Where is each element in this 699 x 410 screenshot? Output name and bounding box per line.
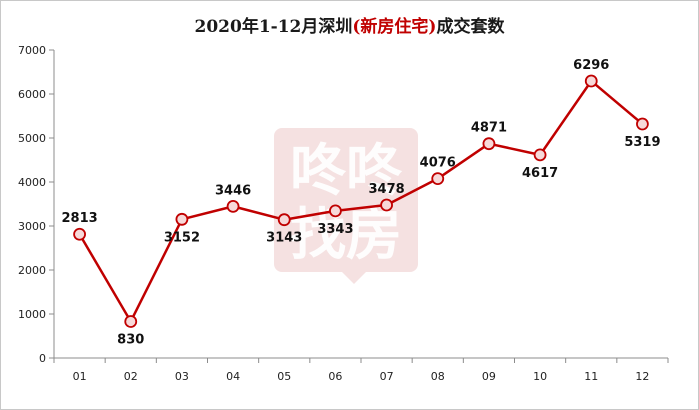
x-tick-label: 12 — [635, 370, 649, 383]
y-tick-label: 3000 — [18, 220, 46, 233]
data-point-08 — [431, 172, 445, 186]
title-prefix: 2020年1-12月深圳 — [194, 17, 353, 37]
x-tick-label: 08 — [431, 370, 445, 383]
data-label-06: 3343 — [317, 222, 353, 237]
x-tick-label: 11 — [584, 370, 598, 383]
y-tick-label: 4000 — [18, 176, 46, 189]
data-label-05: 3143 — [266, 231, 302, 246]
data-point-06 — [329, 204, 342, 218]
x-tick-label: 01 — [73, 370, 87, 383]
title-highlight: (新房住宅) — [352, 17, 437, 37]
y-tick-label: 7000 — [18, 44, 46, 57]
data-label-01: 2813 — [61, 211, 97, 226]
data-point-10 — [533, 148, 547, 162]
series-line — [78, 79, 644, 323]
data-point-05 — [277, 213, 291, 227]
x-tick-label: 07 — [380, 370, 394, 383]
data-point-04 — [226, 199, 240, 213]
y-tick-label: 2000 — [18, 264, 46, 277]
x-tick-label: 03 — [175, 370, 189, 383]
data-label-04: 3446 — [215, 183, 251, 198]
chart-title: 2020年1-12月深圳(新房住宅)成交套数 — [0, 12, 699, 37]
x-tick-label: 02 — [124, 370, 138, 383]
series-markers — [73, 74, 649, 328]
x-axis-ticks: 01 02 03 04 05 06 07 08 09 10 11 12 — [53, 358, 669, 383]
data-point-01 — [73, 227, 86, 241]
data-point-12 — [636, 117, 649, 131]
x-tick-label: 04 — [226, 370, 240, 383]
watermark-logo: 咚咚 找房 — [274, 128, 418, 284]
x-tick-label: 10 — [533, 370, 547, 383]
data-label-02: 830 — [117, 332, 144, 347]
data-point-02 — [124, 315, 138, 328]
data-point-03 — [175, 212, 189, 226]
data-label-10: 4617 — [522, 166, 558, 181]
data-label-07: 3478 — [368, 182, 404, 197]
y-axis-ticks: 0 1000 2000 3000 4000 5000 6000 7000 — [18, 44, 54, 365]
watermark-line2: 找房 — [290, 203, 402, 268]
data-label-11: 6296 — [573, 58, 609, 73]
y-tick-label: 5000 — [18, 132, 46, 145]
y-tick-label: 0 — [39, 352, 46, 365]
x-tick-label: 09 — [482, 370, 496, 383]
data-label-12: 5319 — [624, 135, 660, 150]
data-label-09: 4871 — [471, 121, 507, 136]
data-labels: 2813 830 3152 3446 3143 3343 3478 4076 4871 4617 6… — [61, 58, 660, 348]
watermark-line1: 咚咚 — [290, 139, 403, 204]
title-suffix: 成交套数 — [436, 17, 505, 37]
data-point-07 — [380, 198, 393, 212]
series-polyline — [78, 79, 644, 323]
data-point-11 — [584, 74, 598, 88]
y-tick-label: 1000 — [18, 308, 46, 321]
data-point-09 — [482, 137, 496, 151]
y-tick-label: 6000 — [18, 88, 46, 101]
data-label-03: 3152 — [164, 230, 200, 245]
data-label-08: 4076 — [420, 156, 456, 171]
x-tick-label: 05 — [277, 370, 291, 383]
x-tick-label: 06 — [328, 370, 342, 383]
